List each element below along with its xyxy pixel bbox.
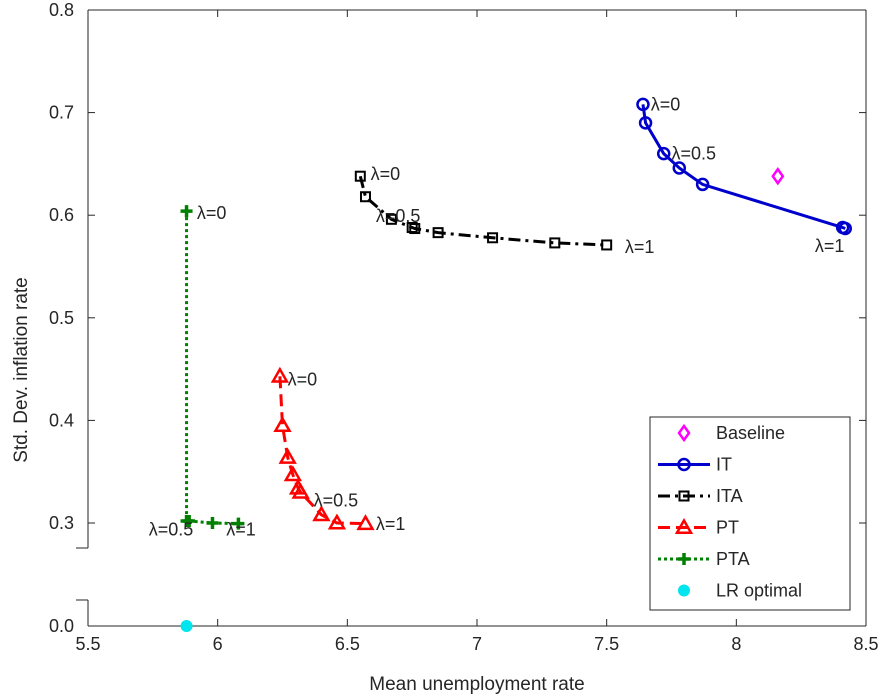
- legend-label: Baseline: [716, 423, 785, 443]
- legend: Baseline IT ITA PT PTA LR optimal: [649, 416, 851, 611]
- lambda-label: λ=0: [371, 164, 401, 184]
- data-point-ita: [487, 232, 499, 244]
- data-point-it: [656, 146, 671, 161]
- data-point-ita: [601, 239, 613, 251]
- data-point-lr-optimal: [180, 620, 193, 632]
- data-point-ita: [359, 191, 371, 203]
- y-tick-label: 0.6: [49, 205, 74, 225]
- data-point-ita: [406, 222, 418, 234]
- legend-marker: [677, 423, 691, 443]
- data-point-pta: [232, 517, 245, 530]
- series-it: [636, 97, 853, 236]
- lambda-label: λ=1: [376, 514, 406, 534]
- legend-item-pta: PTA: [658, 549, 750, 569]
- y-tick-label: 0.0: [49, 616, 74, 636]
- legend-label: PTA: [716, 549, 750, 569]
- legend-label: ITA: [716, 486, 743, 506]
- legend-marker: [678, 553, 690, 565]
- legend-item-ita: ITA: [658, 486, 743, 506]
- legend-marker: [677, 457, 691, 472]
- legend-marker: [674, 517, 694, 534]
- lambda-label: λ=0: [288, 369, 318, 389]
- series-pt: [270, 366, 375, 531]
- data-point-ita: [432, 227, 444, 239]
- legend-box: [649, 416, 851, 611]
- series-baseline: [771, 167, 785, 186]
- lambda-label: λ=1: [226, 519, 256, 539]
- data-point-it: [672, 161, 687, 175]
- data-point-pt: [312, 505, 331, 522]
- y-tick-label: 0.8: [49, 0, 74, 20]
- data-point-ita: [385, 213, 397, 225]
- legend-label: PT: [716, 518, 739, 538]
- lambda-label: λ=0.5: [376, 206, 421, 226]
- data-point-pt: [356, 514, 375, 531]
- series-lr-optimal: [180, 620, 193, 632]
- data-point-pta: [206, 517, 219, 529]
- legend-item-lr-optimal: LR optimal: [678, 581, 802, 601]
- lambda-label: λ=0: [651, 94, 681, 114]
- data-point-it: [638, 116, 653, 130]
- x-tick-label: 7.5: [594, 634, 619, 654]
- x-tick-label: 8.5: [853, 634, 878, 654]
- y-tick-label: 0.3: [49, 513, 74, 533]
- data-point-pt: [270, 366, 290, 383]
- axes: 5.5 6 6.5 7 7.5 8 8.5 0.0 0.3 0.4 0.5 0.6 0.7 0.8: [49, 0, 879, 654]
- legend-marker: [678, 584, 690, 597]
- series-ita: [354, 170, 613, 251]
- lambda-annotations: λ=0 λ=0.5 λ=1 λ=0 λ=0.5 λ=1 λ=0 λ=0.5 λ=1 λ=0 λ=0.…: [149, 94, 845, 539]
- data-point-baseline: [771, 167, 785, 186]
- series-line-pta: [185, 211, 239, 526]
- legend-item-baseline: Baseline: [677, 423, 785, 443]
- lambda-label: λ=0: [197, 203, 227, 223]
- legend-item-it: IT: [658, 455, 732, 475]
- data-point-pt: [273, 416, 292, 433]
- legend-label: LR optimal: [716, 581, 802, 601]
- data-point-pt: [283, 465, 303, 482]
- lambda-label: λ=0.5: [149, 519, 194, 539]
- data-point-ita: [549, 237, 561, 249]
- x-tick-label: 7: [472, 634, 482, 654]
- y-tick-label: 0.5: [49, 308, 74, 328]
- data-point-ita: [354, 170, 366, 182]
- data-point-pt: [291, 482, 310, 499]
- legend-item-pt: PT: [658, 518, 739, 538]
- plot-series: [180, 97, 853, 632]
- x-tick-label: 5.5: [75, 634, 100, 654]
- x-axis-label: Mean unemployment rate: [369, 674, 584, 695]
- legend-label: IT: [716, 455, 732, 475]
- x-tick-label: 8: [731, 634, 741, 654]
- data-point-pt: [278, 447, 297, 464]
- x-tick-label: 6.5: [335, 634, 360, 654]
- data-point-it: [636, 97, 650, 112]
- y-axis-label: Std. Dev. inflation rate: [11, 277, 32, 463]
- lambda-label: λ=1: [625, 237, 655, 257]
- legend-marker: [678, 490, 690, 502]
- series-line-ita: [358, 175, 607, 247]
- lambda-label: λ=0.5: [672, 144, 717, 164]
- lambda-label: λ=0.5: [314, 490, 359, 510]
- y-tick-label: 0.4: [49, 410, 74, 430]
- data-point-it: [838, 221, 853, 236]
- data-point-pta: [183, 514, 196, 527]
- data-point-ita: [409, 223, 421, 235]
- series-pta: [180, 205, 245, 530]
- series-line-it: [641, 104, 846, 230]
- data-point-pt: [327, 513, 347, 530]
- x-tick-label: 6: [213, 634, 223, 654]
- data-point-pta: [180, 205, 193, 218]
- y-tick-label: 0.7: [49, 103, 74, 123]
- data-point-it: [695, 177, 710, 192]
- lambda-label: λ=1: [815, 236, 845, 256]
